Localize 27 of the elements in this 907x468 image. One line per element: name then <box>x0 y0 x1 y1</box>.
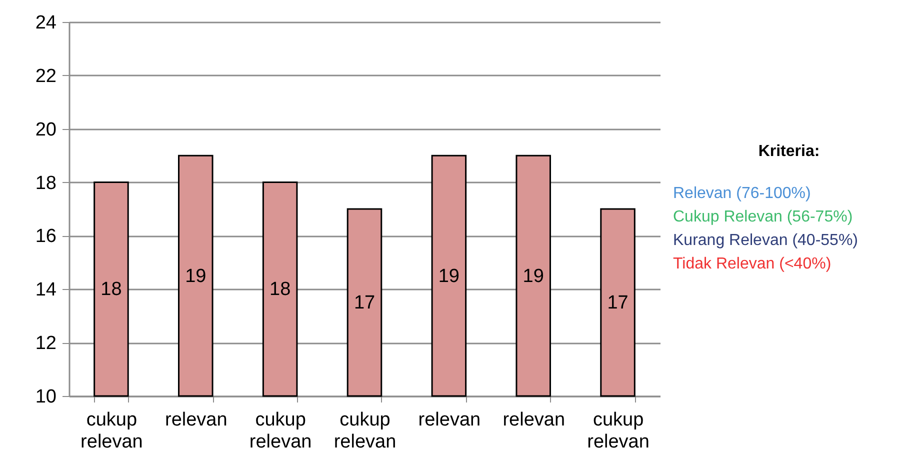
x-tick-label: relevan <box>502 410 566 430</box>
data-label: 18 <box>100 279 122 300</box>
text: Kurang Relevan (40-55%) <box>673 232 858 249</box>
x-tick-label: relevan <box>418 410 481 430</box>
x-tick-label: cukup relevan <box>249 410 312 452</box>
y-tick-label: 14 <box>35 280 57 301</box>
y-tick-label: 12 <box>35 333 56 354</box>
text: Tidak Relevan (<40%) <box>673 256 832 272</box>
x-tick-label: relevan <box>164 410 228 430</box>
text: Relevan (76-100%) <box>673 185 811 202</box>
x-tick-label: cukup relevan <box>80 410 143 452</box>
y-tick-label: 18 <box>35 172 56 194</box>
data-label: 17 <box>607 292 628 314</box>
x-tick-label: cukup relevan <box>587 410 650 452</box>
y-tick-label: 22 <box>35 66 56 87</box>
y-tick-label: 20 <box>35 119 56 140</box>
x-tick-label: cukup relevan <box>334 410 396 452</box>
data-label: 17 <box>354 292 376 314</box>
text: Cukup Relevan (56-75%) <box>673 208 853 226</box>
data-label: 18 <box>270 279 291 300</box>
data-label: 19 <box>185 266 206 287</box>
y-tick-label: 24 <box>35 12 57 34</box>
y-tick-label: 10 <box>35 386 56 408</box>
data-label: 19 <box>522 266 544 287</box>
data-label: 19 <box>438 266 460 287</box>
y-tick-label: 16 <box>35 226 56 248</box>
text: Kriteria: <box>758 143 820 160</box>
